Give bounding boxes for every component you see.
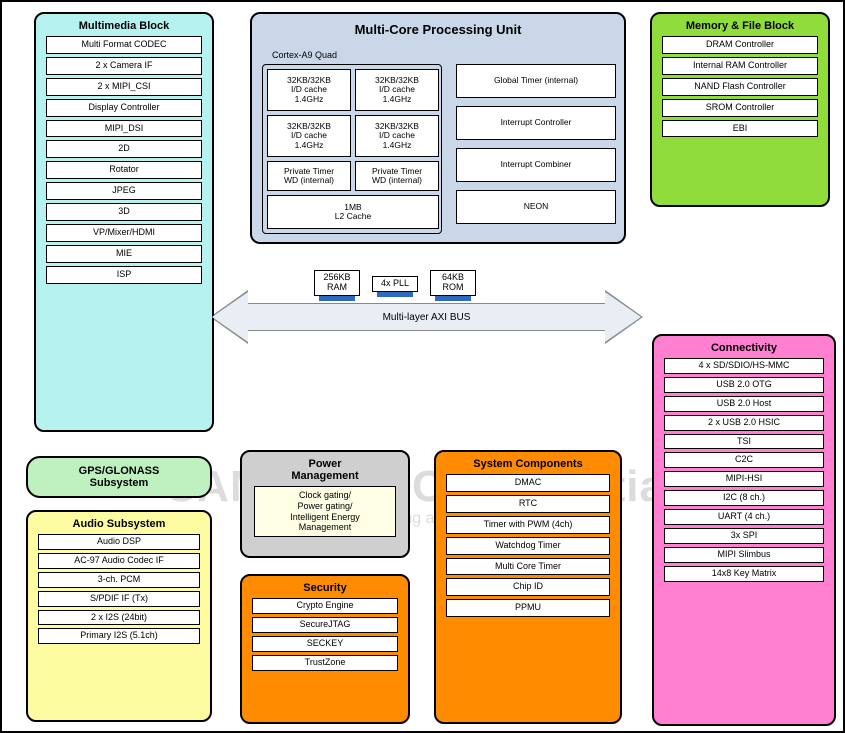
list-item: Rotator bbox=[46, 161, 202, 179]
power-title: Power Management bbox=[248, 458, 402, 482]
list-item: S/PDIF IF (Tx) bbox=[38, 591, 200, 607]
list-item: 2 x Camera IF bbox=[46, 57, 202, 75]
list-item: VP/Mixer/HDMI bbox=[46, 224, 202, 242]
list-item: JPEG bbox=[46, 182, 202, 200]
list-item: ISP bbox=[46, 266, 202, 284]
cpu-core: 32KB/32KB I/D cache 1.4GHz bbox=[267, 69, 351, 111]
bus-chip-rom: 64KB ROM bbox=[430, 270, 476, 296]
list-item: DRAM Controller bbox=[662, 36, 818, 54]
list-item: 3D bbox=[46, 203, 202, 221]
list-item: 2 x I2S (24bit) bbox=[38, 610, 200, 626]
list-item: AC-97 Audio Codec IF bbox=[38, 553, 200, 569]
list-item: Multi Core Timer bbox=[446, 558, 610, 576]
list-item: MIPI_DSI bbox=[46, 120, 202, 138]
list-item: MIE bbox=[46, 245, 202, 263]
list-item: Watchdog Timer bbox=[446, 537, 610, 555]
axi-bus: 256KB RAM 4x PLL 64KB ROM Multi-layer AX… bbox=[214, 270, 639, 350]
list-item: RTC bbox=[446, 495, 610, 513]
cpu-core-cluster: 32KB/32KB I/D cache 1.4GHz 32KB/32KB I/D… bbox=[262, 64, 442, 234]
list-item: SROM Controller bbox=[662, 99, 818, 117]
connectivity-title: Connectivity bbox=[660, 342, 828, 354]
list-item: 3x SPI bbox=[664, 528, 824, 544]
list-item: Display Controller bbox=[46, 99, 202, 117]
list-item: 2 x MIPI_CSI bbox=[46, 78, 202, 96]
list-item: Internal RAM Controller bbox=[662, 57, 818, 75]
cpu-private-timer: Private Timer WD (internal) bbox=[267, 161, 351, 191]
soc-block-diagram: SAMSUNG Confidential samsung / dong.jang… bbox=[0, 0, 845, 733]
cpu-block: Multi-Core Processing Unit Cortex-A9 Qua… bbox=[250, 12, 626, 244]
list-item: I2C (8 ch.) bbox=[664, 490, 824, 506]
security-title: Security bbox=[248, 582, 402, 594]
cpu-peripheral: Interrupt Controller bbox=[456, 106, 616, 140]
list-item: TSI bbox=[664, 434, 824, 450]
cpu-l2-cache: 1MB L2 Cache bbox=[267, 195, 439, 229]
audio-title: Audio Subsystem bbox=[34, 518, 204, 530]
gps-block: GPS/GLONASS Subsystem bbox=[26, 456, 212, 498]
list-item: EBI bbox=[662, 120, 818, 138]
cpu-core: 32KB/32KB I/D cache 1.4GHz bbox=[267, 115, 351, 157]
power-inner: Clock gating/ Power gating/ Intelligent … bbox=[254, 486, 396, 537]
cpu-subtitle: Cortex-A9 Quad bbox=[272, 50, 337, 60]
multimedia-block: Multimedia Block Multi Format CODEC 2 x C… bbox=[34, 12, 214, 432]
bus-chip-ram: 256KB RAM bbox=[314, 270, 360, 296]
security-block: Security Crypto Engine SecureJTAG SECKEY Tr… bbox=[240, 574, 410, 724]
list-item: Primary I2S (5.1ch) bbox=[38, 628, 200, 644]
system-block: System Components DMAC RTC Timer with PWM … bbox=[434, 450, 622, 724]
cpu-peripheral: Global Timer (internal) bbox=[456, 64, 616, 98]
bus-arrow-right bbox=[605, 292, 641, 342]
list-item: NAND Flash Controller bbox=[662, 78, 818, 96]
list-item: Timer with PWM (4ch) bbox=[446, 516, 610, 534]
cpu-title: Multi-Core Processing Unit bbox=[258, 22, 618, 37]
connectivity-block: Connectivity 4 x SD/SDIO/HS-MMC USB 2.0 O… bbox=[652, 334, 836, 726]
list-item: 4 x SD/SDIO/HS-MMC bbox=[664, 358, 824, 374]
list-item: Crypto Engine bbox=[252, 598, 398, 614]
list-item: PPMU bbox=[446, 599, 610, 617]
list-item: UART (4 ch.) bbox=[664, 509, 824, 525]
list-item: USB 2.0 Host bbox=[664, 396, 824, 412]
multimedia-title: Multimedia Block bbox=[42, 20, 206, 32]
list-item: 2D bbox=[46, 140, 202, 158]
list-item: SecureJTAG bbox=[252, 617, 398, 633]
bus-body: Multi-layer AXI BUS bbox=[246, 303, 607, 331]
list-item: Chip ID bbox=[446, 578, 610, 596]
list-item: 3-ch. PCM bbox=[38, 572, 200, 588]
power-block: Power Management Clock gating/ Power gat… bbox=[240, 450, 410, 558]
list-item: MIPI Slimbus bbox=[664, 547, 824, 563]
cpu-core: 32KB/32KB I/D cache 1.4GHz bbox=[355, 69, 439, 111]
list-item: DMAC bbox=[446, 474, 610, 492]
list-item: USB 2.0 OTG bbox=[664, 377, 824, 393]
list-item: 14x8 Key Matrix bbox=[664, 566, 824, 582]
list-item: MIPI-HSI bbox=[664, 471, 824, 487]
list-item: Audio DSP bbox=[38, 534, 200, 550]
list-item: Multi Format CODEC bbox=[46, 36, 202, 54]
memory-title: Memory & File Block bbox=[658, 20, 822, 32]
list-item: SECKEY bbox=[252, 636, 398, 652]
bus-arrow-left bbox=[212, 292, 248, 342]
cpu-peripheral: NEON bbox=[456, 190, 616, 224]
cpu-peripheral-column: Global Timer (internal) Interrupt Control… bbox=[456, 64, 616, 232]
audio-block: Audio Subsystem Audio DSP AC-97 Audio Cod… bbox=[26, 510, 212, 722]
cpu-core: 32KB/32KB I/D cache 1.4GHz bbox=[355, 115, 439, 157]
list-item: TrustZone bbox=[252, 655, 398, 671]
list-item: 2 x USB 2.0 HSIC bbox=[664, 415, 824, 431]
memory-block: Memory & File Block DRAM Controller Inter… bbox=[650, 12, 830, 207]
system-title: System Components bbox=[442, 458, 614, 470]
bus-chip-pll: 4x PLL bbox=[372, 276, 418, 292]
cpu-peripheral: Interrupt Combiner bbox=[456, 148, 616, 182]
list-item: C2C bbox=[664, 452, 824, 468]
cpu-private-timer: Private Timer WD (internal) bbox=[355, 161, 439, 191]
